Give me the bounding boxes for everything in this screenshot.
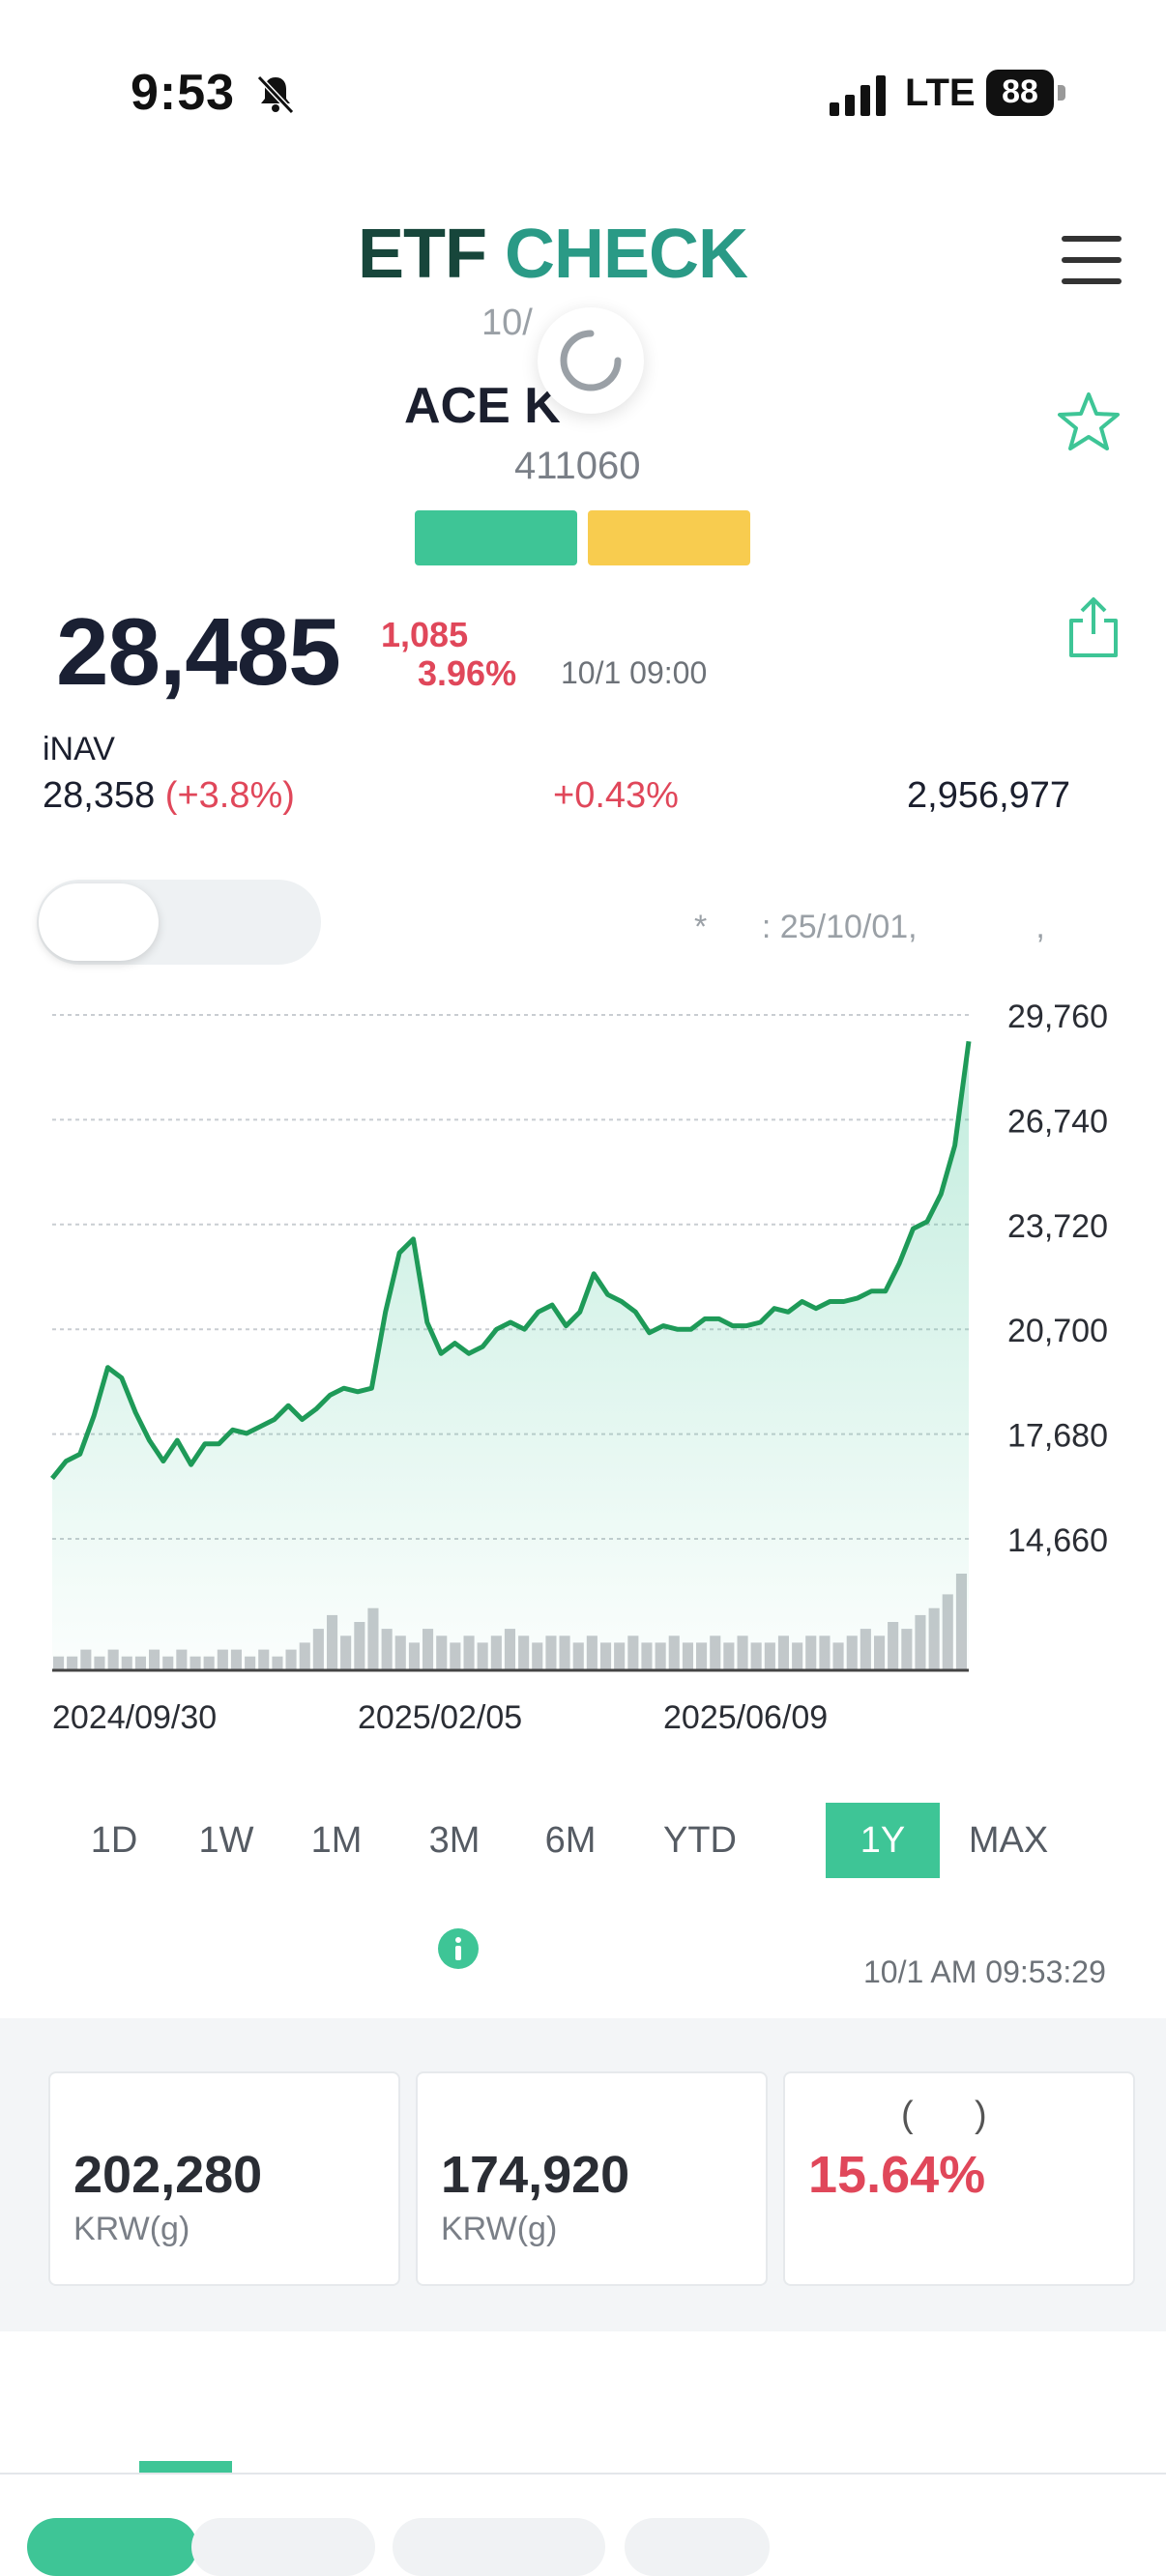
y-tick-label: 26,740 bbox=[1007, 1103, 1108, 1140]
loading-spinner-icon bbox=[538, 307, 644, 414]
stat-value: 174,920 bbox=[441, 2146, 630, 2204]
inav-number: 28,358 bbox=[43, 775, 156, 816]
bell-muted-icon bbox=[256, 74, 295, 115]
price-change-percent: 3.96% bbox=[418, 653, 517, 693]
period-tab-max[interactable]: MAX bbox=[968, 1820, 1049, 1861]
date-label: 10/ bbox=[481, 303, 533, 343]
stat-value: 202,280 bbox=[73, 2146, 263, 2204]
stat-unit: KRW(g) bbox=[441, 2211, 558, 2247]
filter-pill[interactable] bbox=[393, 2518, 605, 2576]
period-tab-1y[interactable]: 1Y bbox=[826, 1803, 940, 1878]
data-note: * : 25/10/01, , bbox=[694, 909, 1045, 945]
inav-label: iNAV bbox=[43, 731, 115, 767]
stat-card-3: ( ) 15.64% bbox=[783, 2071, 1135, 2286]
signal-icon bbox=[830, 75, 886, 116]
price-change: 1,085 bbox=[381, 615, 469, 654]
share-icon[interactable] bbox=[1065, 595, 1122, 659]
period-tab-1w[interactable]: 1W bbox=[198, 1820, 254, 1861]
period-tab-ytd[interactable]: YTD bbox=[663, 1820, 737, 1861]
stat-unit: KRW(g) bbox=[73, 2211, 190, 2247]
battery-level: 88 bbox=[1002, 73, 1038, 110]
filter-pill[interactable] bbox=[625, 2518, 770, 2576]
stat-card-1: 202,280 KRW(g) bbox=[48, 2071, 400, 2286]
x-tick-label: 2025/02/05 bbox=[358, 1699, 522, 1736]
price-area bbox=[52, 1041, 969, 1670]
y-tick-label: 14,660 bbox=[1007, 1522, 1108, 1559]
toggle-knob[interactable] bbox=[39, 883, 159, 961]
category-tag-green[interactable] bbox=[415, 510, 577, 565]
price-timestamp: 10/1 09:00 bbox=[561, 655, 708, 690]
y-tick-label: 23,720 bbox=[1007, 1208, 1108, 1245]
updated-time: 10/1 AM 09:53:29 bbox=[863, 1954, 1106, 1989]
etf-name: ACE K bbox=[404, 378, 561, 434]
stat-header: ( ) bbox=[901, 2095, 987, 2135]
x-tick-label: 2024/09/30 bbox=[52, 1699, 217, 1736]
filter-pill[interactable] bbox=[191, 2518, 375, 2576]
y-tick-label: 29,760 bbox=[1007, 999, 1108, 1035]
price-line bbox=[50, 1040, 972, 1481]
current-price: 28,485 bbox=[56, 598, 341, 705]
stat-value: 15.64% bbox=[808, 2146, 986, 2204]
period-selector: 1D 1W 1M 3M 6M YTD 1Y MAX bbox=[68, 1803, 1093, 1878]
y-axis-labels: 29,760 26,740 23,720 20,700 17,680 14,660 bbox=[1007, 999, 1108, 1559]
y-tick-label: 20,700 bbox=[1007, 1313, 1108, 1349]
inav-change: (+3.8%) bbox=[164, 775, 295, 816]
period-tab-1m[interactable]: 1M bbox=[310, 1820, 363, 1861]
status-time: 9:53 bbox=[131, 65, 236, 121]
filter-pill-active[interactable] bbox=[27, 2518, 197, 2576]
trading-volume: 2,956,977 bbox=[907, 775, 1071, 816]
period-tab-3m[interactable]: 3M bbox=[428, 1820, 481, 1861]
inav-value: 28,358 (+3.8%) bbox=[43, 775, 295, 817]
menu-icon[interactable] bbox=[1062, 236, 1122, 286]
etf-code: 411060 bbox=[514, 445, 641, 487]
x-tick-label: 2025/06/09 bbox=[663, 1699, 828, 1736]
tab-indicator bbox=[139, 2461, 232, 2473]
period-tab-1d[interactable]: 1D bbox=[90, 1820, 138, 1861]
category-tag-yellow[interactable] bbox=[588, 510, 750, 565]
battery-icon: 88 bbox=[986, 70, 1067, 118]
favorite-star-icon[interactable] bbox=[1058, 391, 1120, 452]
network-type: LTE bbox=[905, 72, 976, 114]
period-tab-6m[interactable]: 6M bbox=[544, 1820, 597, 1861]
x-axis-labels: 2024/09/30 2025/02/05 2025/06/09 bbox=[52, 1699, 828, 1736]
price-chart[interactable]: 29,760 26,740 23,720 20,700 17,680 14,660 202… bbox=[0, 976, 1166, 1769]
info-icon[interactable] bbox=[437, 1927, 480, 1970]
y-tick-label: 17,680 bbox=[1007, 1418, 1108, 1455]
premium-rate: +0.43% bbox=[553, 775, 679, 816]
tab-divider bbox=[0, 2473, 1166, 2475]
stat-card-2: 174,920 KRW(g) bbox=[416, 2071, 768, 2286]
app-logo[interactable]: ETF CHECK bbox=[358, 216, 748, 293]
